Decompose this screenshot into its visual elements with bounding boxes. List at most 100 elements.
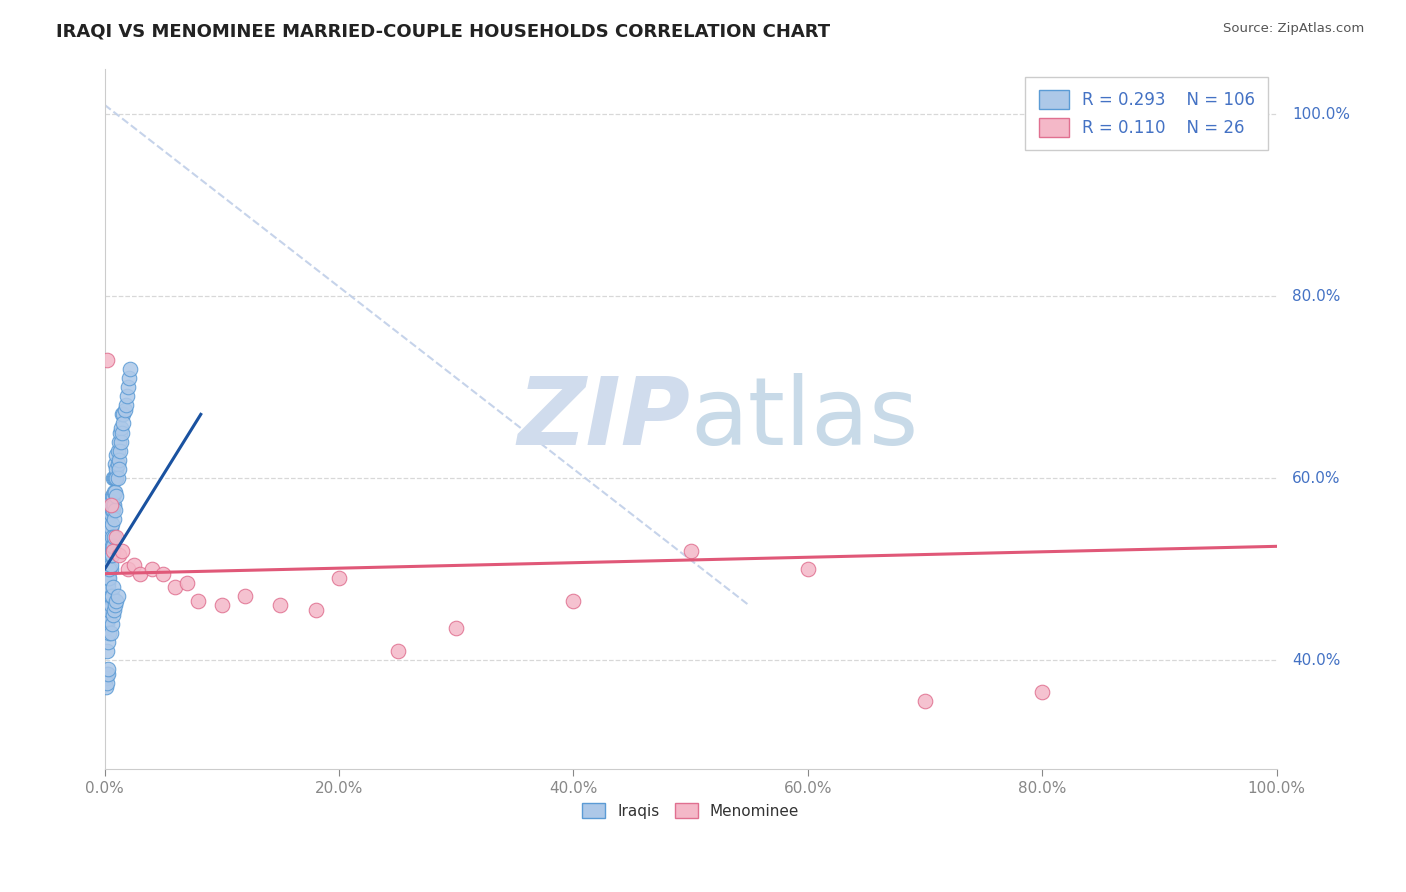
Point [98,516,121,531]
Point [97,549,120,563]
Point [100,599,122,613]
Point [97,521,120,535]
Point [103,471,125,485]
Point [111,408,134,422]
Point [104,599,127,613]
Point [117,562,139,576]
Point [97,508,120,522]
Point [101,580,124,594]
Point [111,544,134,558]
Point [211,599,233,613]
Point [97,666,120,681]
Point [94,530,117,544]
Point [96,553,118,567]
Point [100,558,122,572]
Point [117,380,139,394]
Point [163,580,186,594]
Point [100,539,122,553]
Point [105,462,128,476]
Point [104,503,127,517]
Point [104,458,127,472]
Point [679,544,702,558]
Point [107,458,129,472]
Point [98,571,121,585]
Point [100,544,122,558]
Point [1031,685,1053,699]
Point [96,616,118,631]
Point [797,562,820,576]
Point [104,471,127,485]
Point [100,530,122,544]
Point [100,562,122,576]
Point [105,448,128,462]
Point [96,590,118,604]
Point [914,694,936,708]
Point [97,662,120,676]
Point [128,566,150,581]
Point [100,549,122,563]
Point [111,425,134,440]
Point [114,402,136,417]
Point [96,352,118,367]
Point [176,575,198,590]
Point [96,644,118,658]
Point [100,493,122,508]
Point [101,607,124,622]
Point [100,549,122,563]
Point [96,580,118,594]
Point [97,575,120,590]
Point [100,616,122,631]
Point [108,443,131,458]
Point [104,484,127,499]
Point [101,544,124,558]
Point [152,566,174,581]
Point [103,484,125,499]
Point [107,462,129,476]
Point [96,676,118,690]
Point [107,434,129,449]
Point [94,681,117,695]
Point [97,635,120,649]
Point [105,471,128,485]
Point [114,398,136,412]
Point [304,603,326,617]
Point [112,417,135,431]
Point [107,453,129,467]
Point [105,530,128,544]
Point [94,594,117,608]
Point [562,594,585,608]
Text: IRAQI VS MENOMINEE MARRIED-COUPLE HOUSEHOLDS CORRELATION CHART: IRAQI VS MENOMINEE MARRIED-COUPLE HOUSEH… [56,22,831,40]
Point [118,371,141,385]
Point [328,571,350,585]
Point [98,562,121,576]
Point [112,408,135,422]
Point [233,590,256,604]
Point [98,534,121,549]
Point [100,525,122,540]
Point [96,575,118,590]
Point [98,544,121,558]
Point [110,434,132,449]
Point [100,516,122,531]
Point [98,503,121,517]
Point [387,644,409,658]
Point [101,471,124,485]
Point [105,594,128,608]
Point [100,503,122,517]
Text: 60.0%: 60.0% [1292,471,1340,485]
Point [98,625,121,640]
Text: 80.0%: 80.0% [1292,288,1340,303]
Point [98,562,121,576]
Point [97,534,120,549]
Point [100,489,122,503]
Point [107,471,129,485]
Point [141,562,163,576]
Point [446,621,468,635]
Point [97,612,120,626]
Point [96,544,118,558]
Point [98,603,121,617]
Point [96,516,118,531]
Point [103,530,125,544]
Point [100,499,122,513]
Point [101,489,124,503]
